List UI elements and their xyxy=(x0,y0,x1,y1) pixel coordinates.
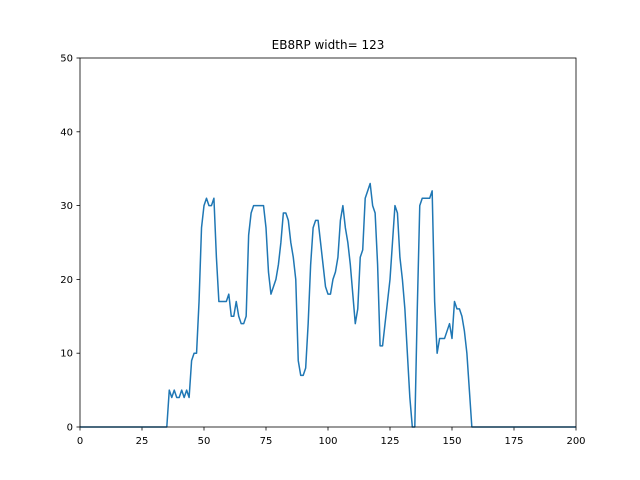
x-tick-label: 25 xyxy=(136,436,149,447)
series-line xyxy=(80,182,576,428)
y-tick-label: 40 xyxy=(60,127,73,138)
plot-area xyxy=(80,58,576,427)
x-tick-label: 75 xyxy=(260,436,273,447)
y-tick-label: 20 xyxy=(60,275,73,286)
x-tick-label: 100 xyxy=(318,436,337,447)
y-tick-label: 10 xyxy=(60,349,73,360)
y-tick-label: 0 xyxy=(67,423,73,434)
x-tick-label: 0 xyxy=(77,436,83,447)
x-tick-label: 50 xyxy=(198,436,211,447)
x-tick-label: 175 xyxy=(504,436,523,447)
x-tick-label: 200 xyxy=(566,436,585,447)
y-tick-label: 30 xyxy=(60,201,73,212)
chart-title: EB8RP width= 123 xyxy=(272,38,385,52)
x-tick-label: 150 xyxy=(442,436,461,447)
x-tick-label: 125 xyxy=(380,436,399,447)
y-tick-label: 50 xyxy=(60,54,73,65)
plot-frame xyxy=(79,57,577,428)
